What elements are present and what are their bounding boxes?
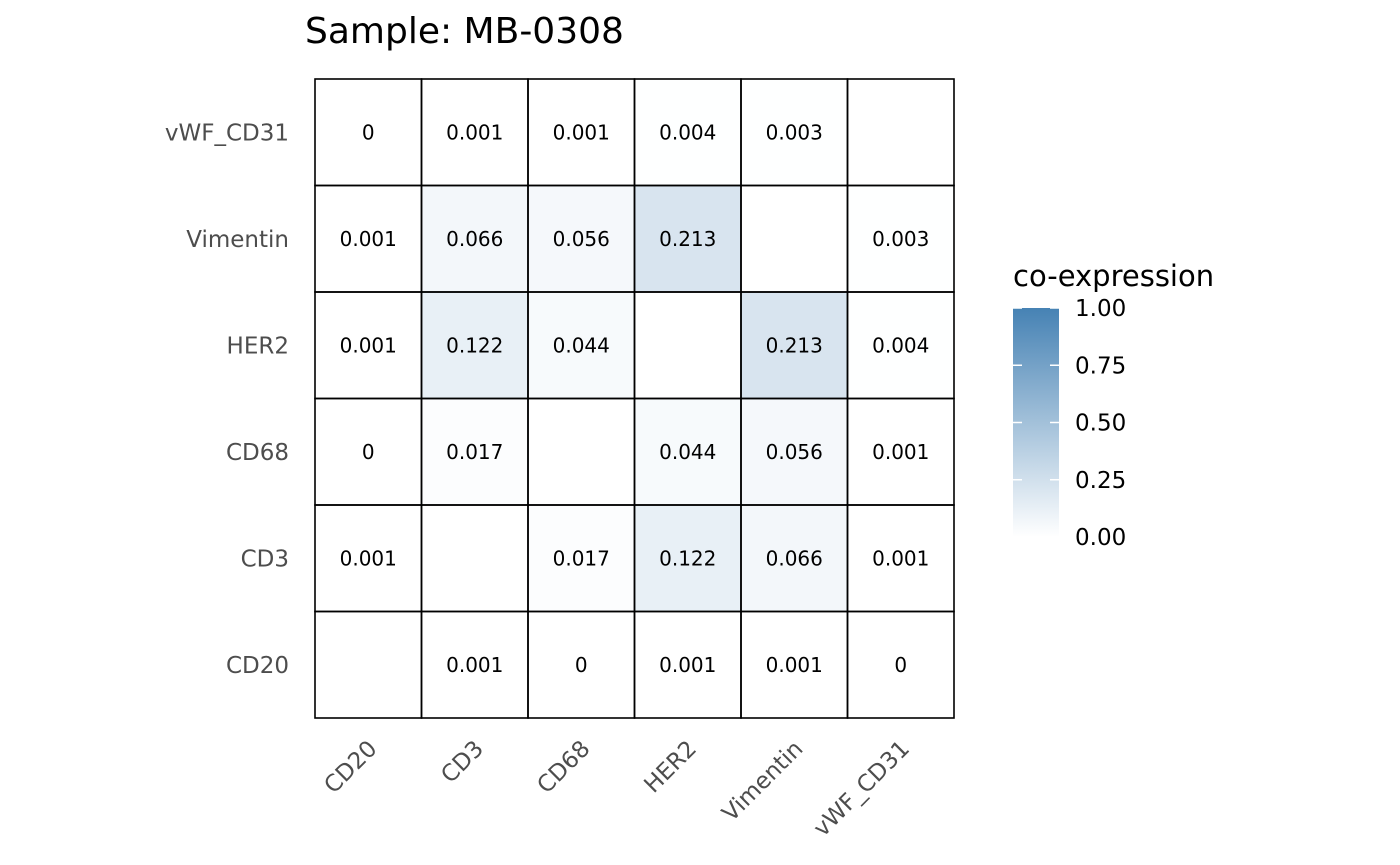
cell-value-label: 0.122 — [446, 333, 503, 357]
grid-cell-border — [527, 397, 636, 506]
heatmap-cell — [741, 292, 848, 399]
y-tick-label: Vimentin — [186, 227, 289, 253]
cell-value-label: 0.001 — [340, 227, 397, 251]
y-axis-labels: CD20 CD3 CD68 HER2 Vimentin vWF_CD31 — [165, 120, 289, 679]
cell-value-label: 0.001 — [446, 653, 503, 677]
cell-value-label: 0.066 — [766, 546, 823, 570]
grid-cell-border — [420, 504, 529, 613]
cell-value-label: 0.001 — [766, 653, 823, 677]
cell-value-label: 0 — [362, 440, 375, 464]
cell-value-label: 0.213 — [766, 333, 823, 357]
heatmap-cell — [741, 611, 848, 718]
cell-value-label: 0.056 — [553, 227, 610, 251]
legend-title: co-expression — [1013, 259, 1214, 293]
heatmap-cell — [421, 292, 528, 399]
heatmap-cell — [741, 79, 848, 186]
cell-value-label: 0.001 — [659, 653, 716, 677]
cell-value-label: 0.056 — [766, 440, 823, 464]
heatmap-cell — [847, 292, 954, 399]
x-tick-label: HER2 — [639, 736, 702, 799]
legend-tick-label: 1.00 — [1075, 296, 1126, 322]
heatmap-cell — [315, 505, 422, 612]
grid-cell-border — [846, 610, 955, 719]
grid-cell-border — [633, 291, 742, 400]
heatmap-cell — [315, 79, 422, 186]
grid-cell-border — [314, 610, 423, 719]
cell-value-label: 0.017 — [446, 440, 503, 464]
heatmap-cell — [634, 79, 741, 186]
cell-value-label: 0.001 — [340, 333, 397, 357]
x-tick-label: CD3 — [436, 736, 489, 789]
cell-value-label: 0.003 — [872, 227, 929, 251]
legend-tick-label: 0.25 — [1075, 468, 1126, 494]
heatmap-cell — [847, 505, 954, 612]
cell-value-label: 0.044 — [553, 333, 610, 357]
x-tick-label: CD20 — [320, 736, 383, 799]
heatmap-cell — [634, 505, 741, 612]
heatmap-cell — [634, 185, 741, 292]
cell-value-label: 0.017 — [553, 546, 610, 570]
heatmap-cell — [528, 292, 635, 399]
cell-value-label: 0.001 — [446, 120, 503, 144]
y-tick-label: CD20 — [226, 653, 289, 679]
heatmap-cell — [847, 185, 954, 292]
heatmap-cell — [741, 505, 848, 612]
cell-value-label: 0 — [575, 653, 588, 677]
legend-tick-label: 0.50 — [1075, 411, 1126, 437]
cell-value-labels: 0.001 0 0.001 0.001 0 0.001 0.017 0.122 0.066 0.0… — [340, 120, 930, 677]
heatmap-cell — [315, 185, 422, 292]
cell-value-label: 0 — [362, 120, 375, 144]
y-tick-label: HER2 — [227, 333, 289, 359]
legend-tick-label: 0.00 — [1075, 525, 1126, 551]
cell-value-label: 0.001 — [872, 440, 929, 464]
cell-value-label: 0.066 — [446, 227, 503, 251]
heatmap-cells — [315, 79, 954, 718]
cell-value-label: 0 — [894, 653, 907, 677]
heatmap-cell — [421, 398, 528, 505]
x-tick-label: vWF_CD31 — [809, 736, 915, 842]
heatmap-cell — [634, 611, 741, 718]
heatmap-cell — [847, 611, 954, 718]
cell-value-label: 0.003 — [766, 120, 823, 144]
grid-cell-border — [740, 184, 849, 293]
heatmap-cell — [528, 505, 635, 612]
heatmap-cell — [421, 611, 528, 718]
x-tick-label: CD68 — [533, 736, 596, 799]
cell-value-label: 0.004 — [872, 333, 929, 357]
cell-value-label: 0.004 — [659, 120, 716, 144]
heatmap-cell — [528, 185, 635, 292]
heatmap-cell — [315, 398, 422, 505]
legend-tick-label: 0.75 — [1075, 353, 1126, 379]
cell-value-label: 0.001 — [340, 546, 397, 570]
heatmap-cell — [315, 292, 422, 399]
heatmap-cell — [528, 611, 635, 718]
y-tick-label: CD68 — [226, 440, 289, 466]
heatmap-cell — [741, 398, 848, 505]
x-axis-labels: CD20 CD3 CD68 HER2 Vimentin vWF_CD31 — [320, 736, 915, 842]
heatmap-cell — [421, 79, 528, 186]
heatmap-cell — [528, 79, 635, 186]
color-legend: co-expression 1.00 0.75 0.50 0.25 0.00 — [1013, 259, 1214, 551]
cell-value-label: 0.122 — [659, 546, 716, 570]
y-tick-label: vWF_CD31 — [165, 120, 289, 146]
cell-value-label: 0.044 — [659, 440, 716, 464]
heatmap-cell — [421, 185, 528, 292]
y-tick-label: CD3 — [241, 546, 289, 572]
x-tick-label: Vimentin — [717, 736, 808, 827]
cell-value-label: 0.001 — [872, 546, 929, 570]
cell-value-label: 0.001 — [553, 120, 610, 144]
grid-cell-border — [846, 78, 955, 187]
chart-title: Sample: MB-0308 — [305, 11, 624, 52]
cell-value-label: 0.213 — [659, 227, 716, 251]
legend-ticks: 1.00 0.75 0.50 0.25 0.00 — [1013, 296, 1126, 551]
heatmap-grid — [314, 78, 955, 719]
heatmap-cell — [634, 398, 741, 505]
heatmap-cell — [847, 398, 954, 505]
